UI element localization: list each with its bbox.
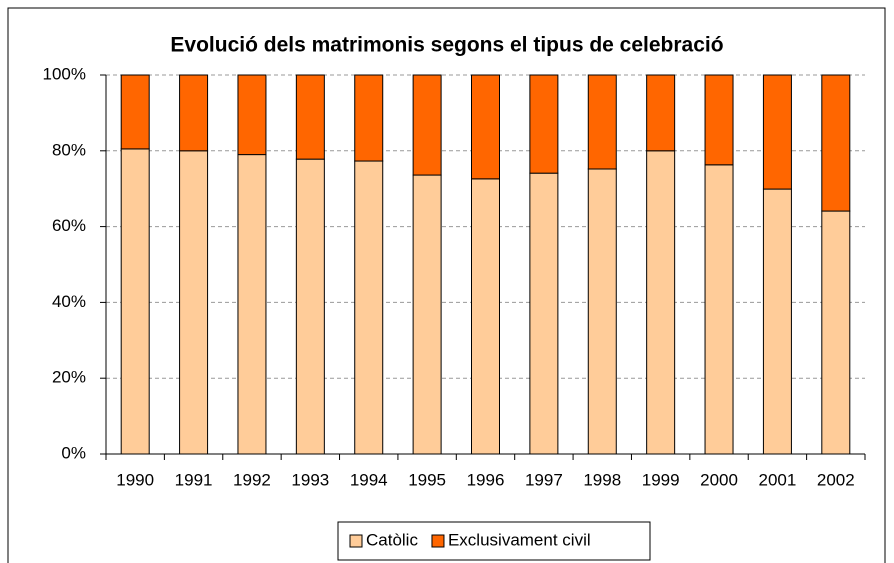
bar-segment — [762, 188, 792, 455]
y-tick-label: 60% — [52, 216, 86, 235]
bar-segment — [529, 74, 559, 174]
legend-swatch — [431, 534, 445, 548]
bar-segment — [646, 74, 676, 152]
bar-segment — [529, 172, 559, 455]
x-tick-label: 1994 — [350, 470, 388, 489]
bar-segment — [704, 164, 734, 455]
y-tick-label: 80% — [52, 140, 86, 159]
y-tick-label: 20% — [52, 368, 86, 387]
legend-label: Catòlic — [366, 530, 418, 549]
x-tick-label: 1996 — [467, 470, 505, 489]
bar-segment — [646, 150, 676, 455]
x-tick-label: 1993 — [291, 470, 329, 489]
x-tick-label: 2002 — [817, 470, 855, 489]
x-tick-label: 1990 — [116, 470, 154, 489]
x-tick-label: 1998 — [583, 470, 621, 489]
bar-segment — [237, 74, 267, 156]
x-tick-label: 1991 — [175, 470, 213, 489]
bar-segment — [471, 178, 500, 455]
bar-segment — [179, 74, 209, 152]
bar-segment — [354, 160, 384, 455]
x-tick-label: 2001 — [759, 470, 797, 489]
bar-segment — [762, 74, 792, 190]
bar-segment — [412, 74, 442, 176]
bar-segment — [704, 74, 734, 166]
x-tick-label: 2000 — [700, 470, 738, 489]
chart-frame — [7, 7, 886, 563]
y-tick-label: 40% — [52, 292, 86, 311]
bar-segment — [237, 154, 267, 455]
bar-segment — [295, 158, 325, 455]
chart-title: Evolució dels matrimonis segons el tipus… — [170, 34, 723, 57]
bar-segment — [179, 150, 209, 455]
x-tick-label: 1997 — [525, 470, 563, 489]
x-tick-label: 1999 — [642, 470, 680, 489]
y-tick-label: 0% — [61, 443, 86, 462]
bar-segment — [821, 74, 851, 212]
bar-segment — [412, 174, 442, 455]
bar-segment — [295, 74, 325, 160]
bar-segment — [120, 74, 150, 150]
bar-segment — [821, 210, 851, 455]
bar-segment — [587, 74, 617, 170]
bar-segment — [587, 168, 617, 455]
y-tick-label: 100% — [43, 64, 86, 83]
x-tick-label: 1992 — [233, 470, 271, 489]
legend-box — [337, 521, 651, 561]
x-tick-label: 1995 — [408, 470, 446, 489]
bar-segment — [471, 74, 500, 180]
bar-segment — [120, 148, 150, 455]
legend-label: Exclusivament civil — [448, 530, 591, 549]
bar-segment — [354, 74, 384, 162]
legend-swatch — [349, 534, 363, 548]
